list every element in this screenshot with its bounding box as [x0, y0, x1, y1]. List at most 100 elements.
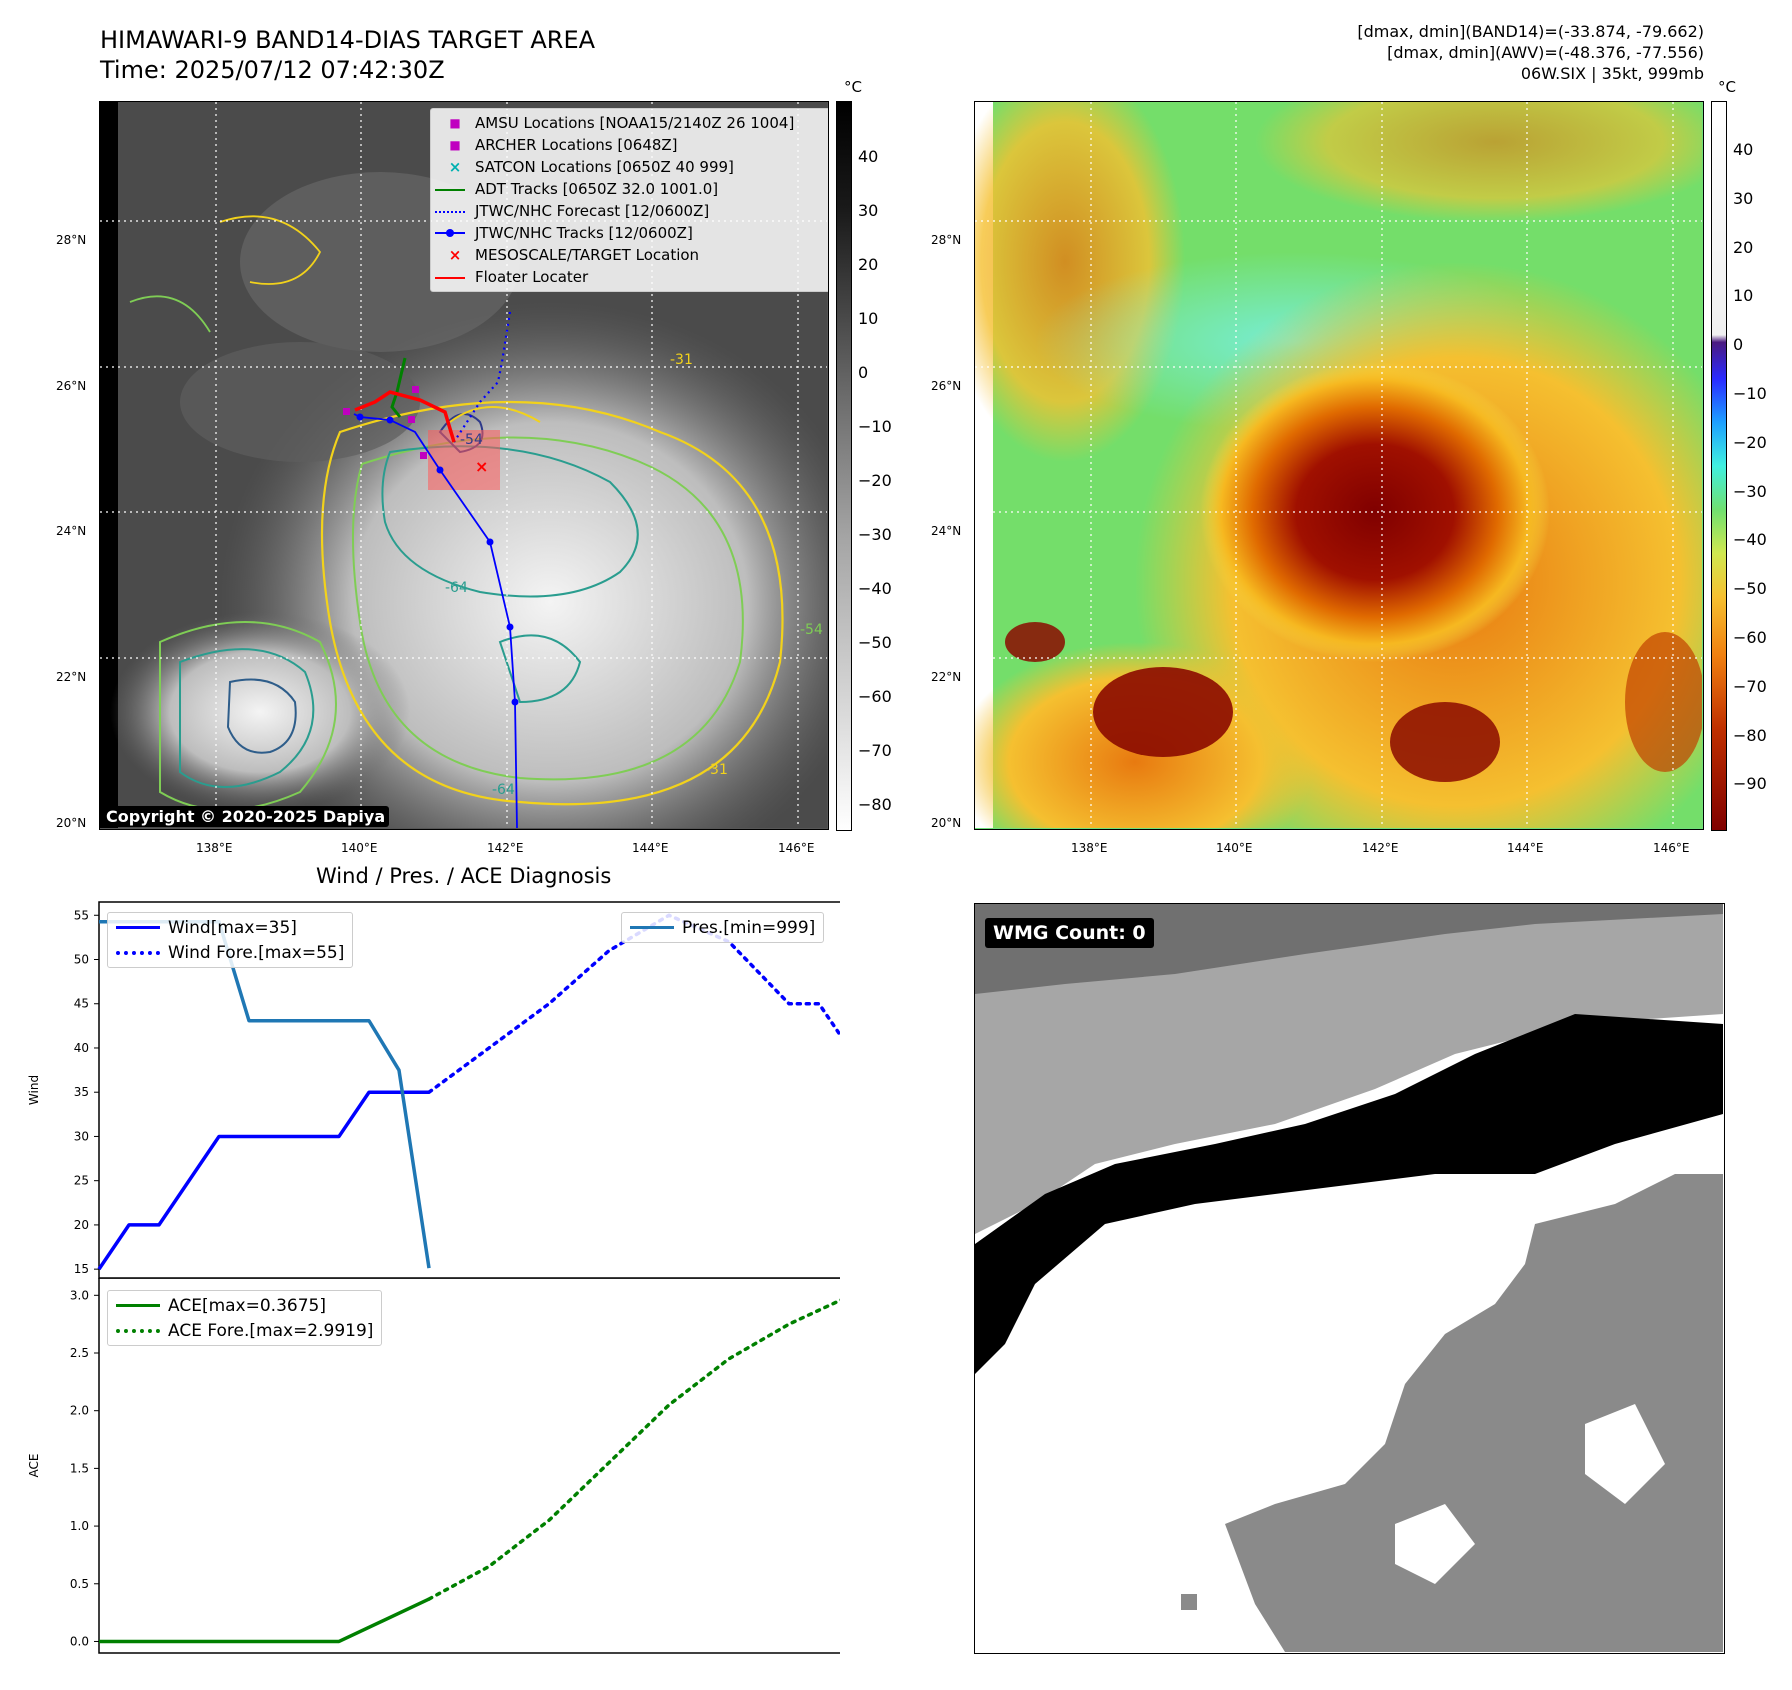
stats-line-awv: [dmax, dmin](AWV)=(-48.376, -77.556) [1387, 43, 1704, 62]
wmg-map [975, 904, 1723, 1652]
target-box [428, 430, 500, 490]
cb-gray-tick: −10 [858, 417, 892, 436]
cb-color-tick: −70 [1733, 677, 1767, 696]
y-tick-label: 30 [74, 1129, 89, 1143]
colorbar-color [1711, 101, 1727, 831]
ir-color-map [974, 101, 1704, 830]
cb-color-tick: 40 [1733, 140, 1754, 159]
contour-label-1: -31 [670, 352, 693, 368]
cb-color-tick: −90 [1733, 774, 1767, 793]
contour-label-2: -54 [460, 432, 483, 448]
lon-label-146: 146°E [1653, 841, 1690, 855]
stats-line-band14: [dmax, dmin](BAND14)=(-33.874, -79.662) [1357, 22, 1704, 41]
lat-label-24: 24°N [56, 524, 87, 538]
legend-jtwc-tracks: JTWC/NHC Tracks [12/0600Z] [435, 222, 827, 244]
contour-label-3: -64 [445, 580, 468, 596]
cb-color-tick: −80 [1733, 726, 1767, 745]
series-line-1 [427, 1298, 840, 1601]
legend-pressure: Pres.[min=999] [630, 915, 815, 940]
ir-color-map-svg [975, 102, 1703, 829]
y-tick-label: 55 [74, 908, 89, 922]
colorbar-color-unit: °C [1718, 78, 1736, 96]
cb-color-tick: −30 [1733, 482, 1767, 501]
cb-color-tick: −10 [1733, 384, 1767, 403]
series-line-2 [99, 920, 431, 1269]
legend-satcon: × SATCON Locations [0650Z 40 999] [448, 158, 734, 176]
y-axis-label: Wind [27, 1075, 41, 1105]
lat-label-26: 26°N [56, 379, 87, 393]
y-tick-label: 40 [74, 1041, 89, 1055]
cb-color-tick: 20 [1733, 238, 1754, 257]
plot-frame [98, 1278, 840, 1654]
cb-gray-tick: −70 [858, 741, 892, 760]
legend-target: × MESOSCALE/TARGET Location [448, 246, 700, 264]
y-tick-label: 45 [74, 997, 89, 1011]
cb-color-tick: 0 [1733, 335, 1744, 354]
contour-label-6: -31 [705, 762, 728, 778]
lon-label-146: 146°E [778, 841, 815, 855]
lon-label-140: 140°E [341, 841, 378, 855]
cb-gray-tick: 40 [858, 147, 879, 166]
legend-archer: ■ ARCHER Locations [0648Z] [449, 136, 678, 154]
legend-ace-forecast: ACE Fore.[max=2.9919] [116, 1318, 373, 1343]
legend-adt: ADT Tracks [0650Z 32.0 1001.0] [435, 178, 827, 200]
ir-gray-map: × -31 -54 -64 -64 -54 -31 ■ AMSU Location… [99, 101, 829, 830]
map-legend: ■ AMSU Locations [NOAA15/2140Z 26 1004] ■… [430, 108, 828, 292]
y-tick-label: 20 [74, 1218, 89, 1232]
y-tick-label: 1.0 [70, 1519, 89, 1533]
lat-label-26: 26°N [931, 379, 962, 393]
series-line-0 [99, 1597, 430, 1644]
y-tick-label: 1.5 [70, 1461, 89, 1475]
ace-legend: ACE[max=0.3675] ACE Fore.[max=2.9919] [107, 1290, 383, 1346]
lon-label-144: 144°E [1507, 841, 1544, 855]
figure-title: HIMAWARI-9 BAND14-DIAS TARGET AREA [100, 26, 596, 54]
cb-color-tick: −20 [1733, 433, 1767, 452]
lat-label-28: 28°N [931, 233, 962, 247]
lon-label-138: 138°E [1071, 841, 1108, 855]
cb-gray-tick: −50 [858, 633, 892, 652]
lon-label-144: 144°E [632, 841, 669, 855]
colorbar-gray-unit: °C [844, 78, 862, 96]
legend-floater: Floater Locater [435, 266, 827, 288]
y-tick-label: 2.5 [70, 1346, 89, 1360]
ace-chart: 3.0 2.5 2.0 1.5 1.0 0.5 0.0 ACE [27, 1278, 840, 1654]
legend-jtwc-forecast: JTWC/NHC Forecast [12/0600Z] [435, 200, 827, 222]
contour-label-5: -54 [800, 622, 823, 638]
y-tick-label: 3.0 [70, 1288, 89, 1302]
cb-gray-tick: 20 [858, 255, 879, 274]
y-tick-label: 50 [74, 953, 89, 967]
y-tick-label: 35 [74, 1085, 89, 1099]
y-tick-label: 25 [74, 1174, 89, 1188]
y-axis-label: ACE [27, 1454, 41, 1478]
y-tick-label: 2.0 [70, 1404, 89, 1418]
lon-label-140: 140°E [1216, 841, 1253, 855]
storm-summary: 06W.SIX | 35kt, 999mb [1520, 64, 1704, 83]
cb-gray-tick: −80 [858, 795, 892, 814]
diagnosis-title: Wind / Pres. / ACE Diagnosis [316, 864, 612, 888]
lat-label-24: 24°N [931, 524, 962, 538]
colorbar-gray [836, 101, 852, 831]
wmg-panel: WMG Count: 0 [974, 903, 1725, 1654]
figure-time: Time: 2025/07/12 07:42:30Z [100, 56, 445, 84]
lat-label-20: 20°N [931, 816, 962, 830]
cb-color-tick: −50 [1733, 579, 1767, 598]
cb-color-tick: −60 [1733, 628, 1767, 647]
y-tick-label: 15 [74, 1262, 89, 1276]
legend-amsu: ■ AMSU Locations [NOAA15/2140Z 26 1004] [449, 114, 795, 132]
copyright-badge: Copyright © 2020-2025 Dapiya [102, 806, 390, 827]
cb-color-tick: 30 [1733, 189, 1754, 208]
y-tick-label: 0.5 [70, 1577, 89, 1591]
lat-label-20: 20°N [56, 816, 87, 830]
contour-label-4: -64 [492, 782, 515, 798]
cb-gray-tick: −20 [858, 471, 892, 490]
cb-gray-tick: −40 [858, 579, 892, 598]
cb-gray-tick: 10 [858, 309, 879, 328]
legend-wind: Wind[max=35] [116, 915, 344, 940]
series-line-0 [97, 1090, 429, 1271]
y-tick-label: 0.0 [70, 1634, 89, 1648]
wind-legend: Wind[max=35] Wind Fore.[max=55] [107, 912, 354, 968]
lat-label-28: 28°N [56, 233, 87, 247]
lon-label-138: 138°E [196, 841, 233, 855]
cb-gray-tick: −30 [858, 525, 892, 544]
cb-color-tick: 10 [1733, 286, 1754, 305]
